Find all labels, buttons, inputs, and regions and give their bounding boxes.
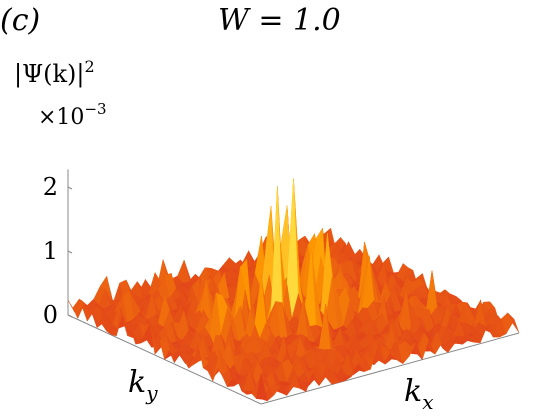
y-axis-label: ky [128, 365, 158, 405]
z-tick-label: 0 [43, 301, 58, 329]
surface-patch [255, 373, 268, 402]
z-tick-label: 1 [43, 237, 58, 265]
z-tick-0 [67, 314, 73, 318]
x-axis-line [260, 332, 520, 405]
chart-title: W = 1.0 [218, 3, 341, 38]
z-scale-factor: ×10−3 [38, 100, 107, 130]
x-axis-label: kx [404, 374, 433, 414]
panel-label: (c) [0, 3, 40, 38]
z-tick-1 [67, 250, 73, 254]
z-tick-label: 2 [43, 173, 58, 201]
z-axis-label: |Ψ(k)|2 [14, 57, 95, 89]
surface-plot [67, 178, 520, 402]
surface-patch [72, 298, 85, 319]
z-tick-labels: 0 1 2 [43, 173, 58, 329]
z-tick-2 [67, 186, 73, 190]
